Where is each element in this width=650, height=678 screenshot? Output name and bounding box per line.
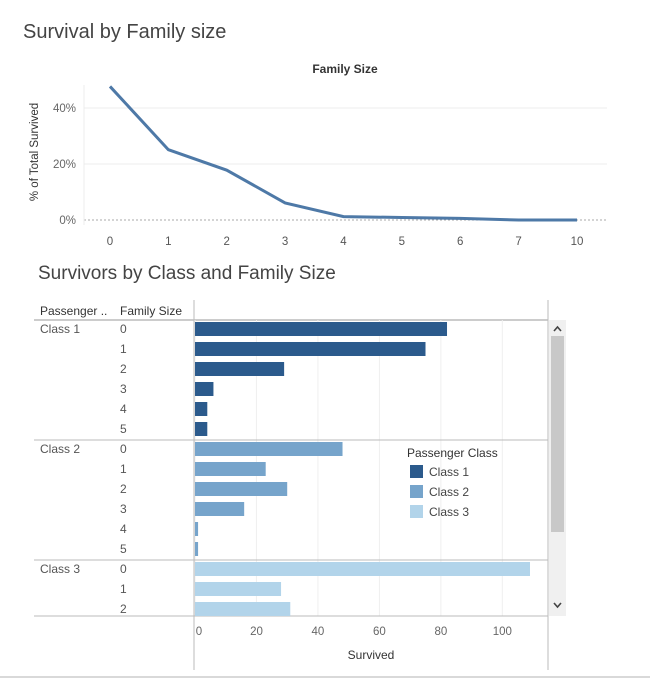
line-ytick-label: 20% — [53, 159, 76, 171]
family-size-label[interactable]: 0 — [120, 322, 127, 336]
bar[interactable] — [195, 422, 208, 436]
legend-item-label[interactable]: Class 1 — [429, 465, 469, 479]
line-chart: Family Size % of Total Survived 0% 20% 40%… — [29, 62, 607, 248]
bar-xtick-label: 20 — [250, 626, 263, 638]
line-xtick-label: 5 — [399, 236, 405, 248]
family-size-label[interactable]: 1 — [120, 462, 127, 476]
scroll-down-icon[interactable] — [553, 602, 562, 609]
family-size-label[interactable]: 0 — [120, 442, 127, 456]
bar[interactable] — [195, 402, 208, 416]
family-size-label[interactable]: 2 — [120, 602, 127, 616]
line-xtick-label: 7 — [515, 236, 521, 248]
line-xtick-label: 4 — [340, 236, 347, 248]
line-xtick-label: 2 — [224, 236, 230, 248]
bar-xtick-label: 40 — [312, 626, 325, 638]
bar[interactable] — [195, 382, 214, 396]
dashboard-title: Survival by Family size — [23, 21, 227, 43]
bar[interactable] — [195, 342, 426, 356]
bottom-divider — [0, 676, 650, 678]
family-size-label[interactable]: 1 — [120, 342, 127, 356]
line-xtick-label: 3 — [282, 236, 288, 248]
scrollbar-thumb[interactable] — [551, 336, 564, 532]
bar-chart: Passenger .. Family Size Class 1 0 1 2 3 4 5 Cl… — [34, 300, 549, 670]
bar[interactable] — [195, 562, 530, 576]
line-ytick-label: 0% — [59, 215, 76, 227]
legend-title: Passenger Class — [407, 446, 498, 460]
row-header-family-size[interactable]: Family Size — [120, 304, 182, 318]
scroll-up-icon[interactable] — [553, 325, 562, 332]
line-chart-ylabel: % of Total Survived — [29, 103, 41, 201]
bar[interactable] — [195, 482, 288, 496]
legend-item-label[interactable]: Class 2 — [429, 485, 469, 499]
bar-xtick-label: 60 — [373, 626, 386, 638]
legend-swatch[interactable] — [410, 465, 423, 478]
family-size-label[interactable]: 1 — [120, 582, 127, 596]
bar[interactable] — [195, 462, 266, 476]
line-ytick-label: 40% — [53, 103, 76, 115]
line-xtick-label: 0 — [107, 236, 113, 248]
row-header-passenger-class[interactable]: Passenger .. — [40, 304, 107, 318]
family-size-label[interactable]: 0 — [120, 562, 127, 576]
family-size-label[interactable]: 3 — [120, 502, 127, 516]
family-size-label[interactable]: 2 — [120, 482, 127, 496]
family-size-label[interactable]: 2 — [120, 362, 127, 376]
bar[interactable] — [195, 582, 282, 596]
group-label[interactable]: Class 1 — [40, 322, 80, 336]
family-size-label[interactable]: 4 — [120, 402, 127, 416]
bar-xtick-label: 100 — [493, 626, 512, 638]
line-xtick-label: 6 — [457, 236, 463, 248]
bar[interactable] — [195, 322, 448, 336]
family-size-label[interactable]: 3 — [120, 382, 127, 396]
vertical-scrollbar[interactable] — [549, 320, 566, 616]
legend-item-label[interactable]: Class 3 — [429, 505, 469, 519]
family-size-label[interactable]: 5 — [120, 422, 127, 436]
line-xtick-label: 1 — [165, 236, 171, 248]
family-size-label[interactable]: 5 — [120, 542, 127, 556]
line-chart-title: Family Size — [312, 62, 378, 76]
bar-chart-xlabel: Survived — [348, 648, 395, 662]
bar-xtick-label: 80 — [434, 626, 447, 638]
group-label[interactable]: Class 2 — [40, 442, 80, 456]
line-series[interactable] — [108, 85, 577, 222]
bar[interactable] — [195, 442, 343, 456]
legend: Passenger Class Class 1 Class 2 Class 3 — [407, 446, 498, 519]
bar[interactable] — [195, 602, 291, 616]
bar[interactable] — [195, 362, 285, 376]
legend-swatch[interactable] — [410, 505, 423, 518]
family-size-label[interactable]: 4 — [120, 522, 127, 536]
legend-swatch[interactable] — [410, 485, 423, 498]
group-label[interactable]: Class 3 — [40, 562, 80, 576]
bar-xtick-label: 0 — [196, 626, 202, 638]
bar[interactable] — [195, 502, 245, 516]
bar[interactable] — [195, 522, 199, 536]
bar[interactable] — [195, 542, 199, 556]
line-xtick-label: 10 — [571, 236, 584, 248]
dashboard-subtitle: Survivors by Class and Family Size — [38, 263, 336, 284]
